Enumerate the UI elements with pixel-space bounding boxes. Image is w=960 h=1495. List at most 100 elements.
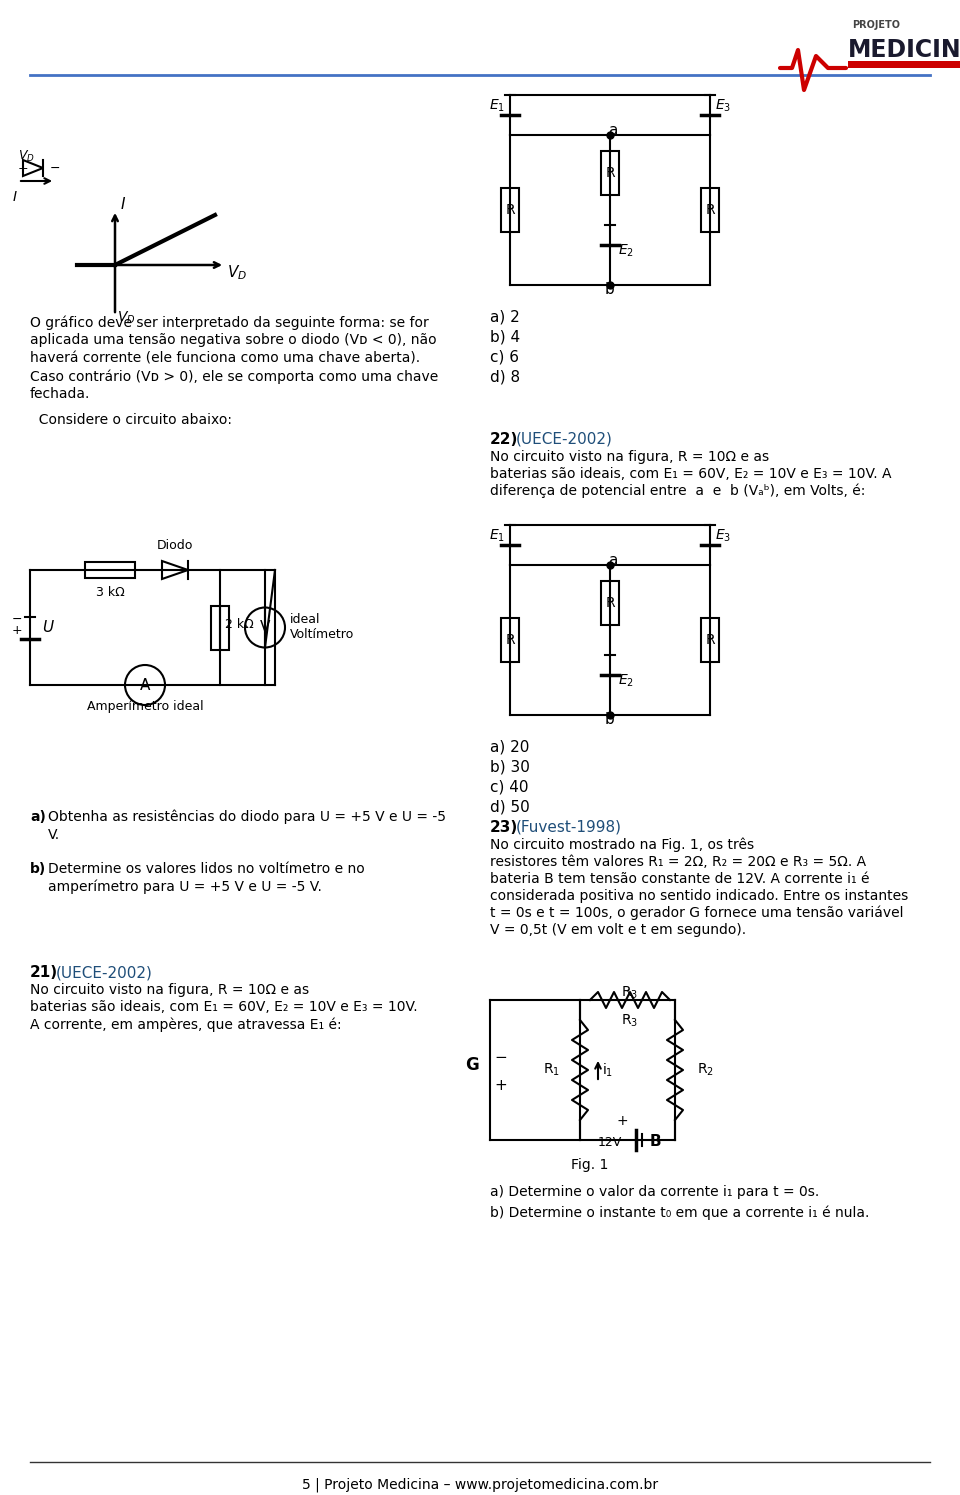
Text: c) 40: c) 40 bbox=[490, 780, 529, 795]
Text: Diodo: Diodo bbox=[156, 540, 193, 552]
Text: R: R bbox=[505, 203, 515, 217]
Text: No circuito mostrado na Fig. 1, os três: No circuito mostrado na Fig. 1, os três bbox=[490, 839, 755, 852]
Text: baterias são ideais, com E₁ = 60V, E₂ = 10V e E₃ = 10V. A: baterias são ideais, com E₁ = 60V, E₂ = … bbox=[490, 466, 892, 481]
Text: 3 kΩ: 3 kΩ bbox=[96, 586, 125, 599]
Text: t = 0s e t = 100s, o gerador G fornece uma tensão variável: t = 0s e t = 100s, o gerador G fornece u… bbox=[490, 906, 903, 921]
Text: (UECE-2002): (UECE-2002) bbox=[516, 432, 612, 447]
Text: −: − bbox=[12, 613, 22, 626]
Text: b) 30: b) 30 bbox=[490, 759, 530, 774]
Text: R$_3$: R$_3$ bbox=[621, 985, 638, 1002]
Text: baterias são ideais, com E₁ = 60V, E₂ = 10V e E₃ = 10V.: baterias são ideais, com E₁ = 60V, E₂ = … bbox=[30, 1000, 418, 1014]
Text: d) 50: d) 50 bbox=[490, 800, 530, 815]
Text: $V_D$: $V_D$ bbox=[227, 263, 247, 281]
Text: R: R bbox=[706, 632, 715, 647]
Text: $E_1$: $E_1$ bbox=[489, 99, 505, 115]
Text: ideal: ideal bbox=[290, 613, 321, 626]
Text: R: R bbox=[605, 597, 614, 610]
Text: MEDICINA: MEDICINA bbox=[848, 37, 960, 61]
Text: +: + bbox=[18, 161, 29, 175]
Text: diferença de potencial entre  a  e  b (Vₐᵇ), em Volts, é:: diferença de potencial entre a e b (Vₐᵇ)… bbox=[490, 484, 865, 498]
Bar bbox=[701, 617, 719, 662]
Text: −: − bbox=[50, 161, 60, 175]
Text: 5 | Projeto Medicina – www.projetomedicina.com.br: 5 | Projeto Medicina – www.projetomedici… bbox=[302, 1479, 658, 1492]
Bar bbox=[211, 605, 229, 649]
Text: R: R bbox=[505, 632, 515, 647]
Bar bbox=[601, 582, 619, 625]
Text: $I$: $I$ bbox=[12, 190, 17, 203]
Text: resistores têm valores R₁ = 2Ω, R₂ = 20Ω e R₃ = 5Ω. A: resistores têm valores R₁ = 2Ω, R₂ = 20Ω… bbox=[490, 855, 866, 869]
Text: $U$: $U$ bbox=[42, 619, 55, 635]
Text: a) 2: a) 2 bbox=[490, 309, 519, 324]
Text: $V_D$: $V_D$ bbox=[117, 309, 135, 326]
Bar bbox=[701, 188, 719, 232]
Text: haverá corrente (ele funciona como uma chave aberta).: haverá corrente (ele funciona como uma c… bbox=[30, 351, 420, 365]
Text: V: V bbox=[260, 620, 270, 635]
Text: aplicada uma tensão negativa sobre o diodo (Vᴅ < 0), não: aplicada uma tensão negativa sobre o dio… bbox=[30, 333, 437, 347]
Text: $E_3$: $E_3$ bbox=[715, 99, 732, 115]
Text: V.: V. bbox=[48, 828, 60, 842]
Bar bbox=[501, 188, 519, 232]
Text: b) Determine o instante t₀ em que a corrente i₁ é nula.: b) Determine o instante t₀ em que a corr… bbox=[490, 1205, 870, 1220]
Text: Amperímetro ideal: Amperímetro ideal bbox=[86, 700, 204, 713]
Text: 22): 22) bbox=[490, 432, 518, 447]
Text: R$_1$: R$_1$ bbox=[543, 1061, 560, 1078]
Text: PROJETO: PROJETO bbox=[852, 19, 900, 30]
Text: b) 4: b) 4 bbox=[490, 330, 520, 345]
Text: B: B bbox=[650, 1135, 661, 1150]
Text: V = 0,5t (V em volt e t em segundo).: V = 0,5t (V em volt e t em segundo). bbox=[490, 922, 746, 937]
Text: No circuito visto na figura, R = 10Ω e as: No circuito visto na figura, R = 10Ω e a… bbox=[30, 984, 309, 997]
Text: +: + bbox=[616, 1114, 628, 1129]
Text: R: R bbox=[706, 203, 715, 217]
Text: R: R bbox=[605, 166, 614, 179]
Text: $E_1$: $E_1$ bbox=[489, 528, 505, 544]
Text: c) 6: c) 6 bbox=[490, 350, 519, 365]
Text: i$_1$: i$_1$ bbox=[602, 1061, 613, 1079]
Text: (Fuvest-1998): (Fuvest-1998) bbox=[516, 819, 622, 836]
Text: $V_D$: $V_D$ bbox=[18, 148, 35, 163]
Text: b: b bbox=[605, 283, 614, 298]
Text: R$_3$: R$_3$ bbox=[621, 1014, 638, 1030]
Text: (UECE-2002): (UECE-2002) bbox=[56, 964, 153, 981]
Text: Fig. 1: Fig. 1 bbox=[571, 1159, 609, 1172]
Text: a: a bbox=[609, 123, 617, 138]
Text: +: + bbox=[494, 1078, 507, 1093]
Circle shape bbox=[125, 665, 165, 706]
Text: 2 kΩ: 2 kΩ bbox=[225, 617, 253, 631]
Text: $E_2$: $E_2$ bbox=[618, 673, 634, 689]
Bar bbox=[501, 617, 519, 662]
Text: R$_2$: R$_2$ bbox=[697, 1061, 714, 1078]
Text: −: − bbox=[494, 1051, 507, 1066]
Text: $I$: $I$ bbox=[120, 196, 126, 212]
Text: 12V: 12V bbox=[597, 1136, 622, 1148]
Text: amperímetro para U = +5 V e U = -5 V.: amperímetro para U = +5 V e U = -5 V. bbox=[48, 881, 322, 894]
Bar bbox=[85, 562, 135, 579]
Text: a) Determine o valor da corrente i₁ para t = 0s.: a) Determine o valor da corrente i₁ para… bbox=[490, 1186, 819, 1199]
Text: d) 8: d) 8 bbox=[490, 369, 520, 386]
Text: considerada positiva no sentido indicado. Entre os instantes: considerada positiva no sentido indicado… bbox=[490, 890, 908, 903]
Text: b: b bbox=[605, 712, 614, 727]
Text: a) 20: a) 20 bbox=[490, 740, 529, 755]
Text: $E_2$: $E_2$ bbox=[618, 244, 634, 260]
Text: G: G bbox=[466, 1055, 479, 1073]
Circle shape bbox=[245, 607, 285, 647]
Bar bbox=[848, 61, 960, 67]
Text: A corrente, em ampères, que atravessa E₁ é:: A corrente, em ampères, que atravessa E₁… bbox=[30, 1017, 342, 1032]
Text: +: + bbox=[12, 623, 22, 637]
Text: $E_3$: $E_3$ bbox=[715, 528, 732, 544]
Text: Voltímetro: Voltímetro bbox=[290, 628, 354, 641]
Text: bateria B tem tensão constante de 12V. A corrente i₁ é: bateria B tem tensão constante de 12V. A… bbox=[490, 872, 870, 887]
Text: Caso contrário (Vᴅ > 0), ele se comporta como uma chave: Caso contrário (Vᴅ > 0), ele se comporta… bbox=[30, 369, 439, 384]
Text: Considere o circuito abaixo:: Considere o circuito abaixo: bbox=[30, 413, 232, 428]
Bar bbox=[601, 151, 619, 194]
Text: a: a bbox=[609, 553, 617, 568]
Text: Obtenha as resistências do diodo para U = +5 V e U = -5: Obtenha as resistências do diodo para U … bbox=[48, 810, 446, 825]
Text: fechada.: fechada. bbox=[30, 387, 90, 401]
Text: 21): 21) bbox=[30, 964, 59, 981]
Text: No circuito visto na figura, R = 10Ω e as: No circuito visto na figura, R = 10Ω e a… bbox=[490, 450, 769, 463]
Text: b): b) bbox=[30, 863, 46, 876]
Text: O gráfico deve ser interpretado da seguinte forma: se for: O gráfico deve ser interpretado da segui… bbox=[30, 315, 429, 329]
Text: A: A bbox=[140, 677, 150, 692]
Text: 23): 23) bbox=[490, 819, 518, 836]
Text: Determine os valores lidos no voltímetro e no: Determine os valores lidos no voltímetro… bbox=[48, 863, 365, 876]
Text: a): a) bbox=[30, 810, 46, 824]
